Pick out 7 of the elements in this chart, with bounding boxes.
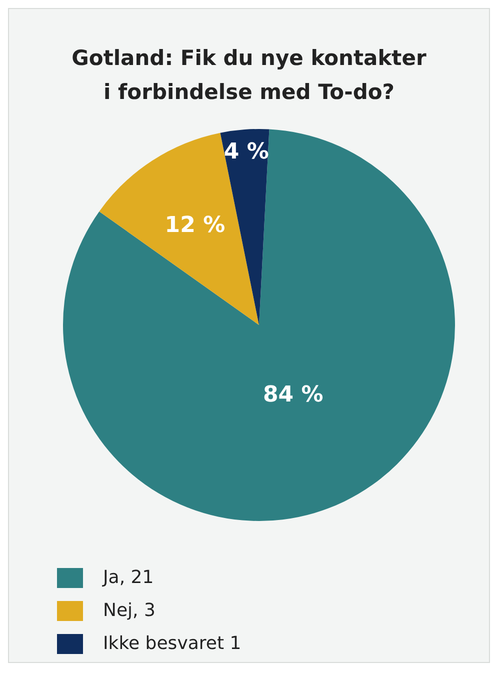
data-label: 4 % — [224, 140, 269, 165]
data-label: 84 % — [262, 382, 324, 408]
chart-title: Gotland: Fik du nye kontakter i forbindelse med To-do? — [70, 45, 428, 106]
legend-label: Nej, 3 — [103, 600, 156, 621]
legend-label: Ja, 21 — [103, 567, 154, 588]
legend-label: Ikke besvaret 1 — [103, 633, 242, 654]
data-label: 12 % — [164, 213, 226, 238]
